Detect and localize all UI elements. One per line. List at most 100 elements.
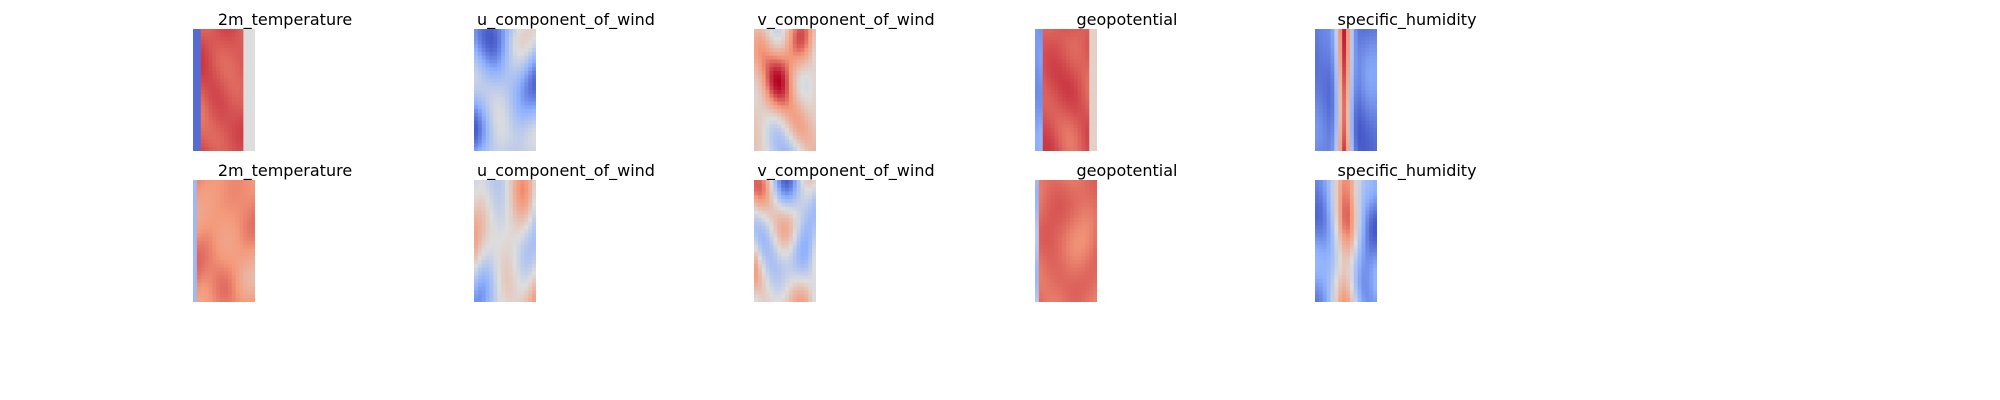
heatmap-cell [757,74,763,79]
heatmap-cell [251,40,255,45]
heatmap-cell [224,180,229,185]
heatmap-cell [474,105,479,110]
heatmap-cell [224,48,229,53]
heatmap-cell [1046,116,1051,121]
heatmap-cell [204,221,209,227]
heatmap-cell [781,267,786,272]
heatmap-cell [785,237,790,242]
heatmap-cell [532,51,536,57]
heatmap-cell [532,241,536,246]
heatmap-cell [757,229,763,234]
heatmap-cell [800,29,805,34]
heatmap-cell [204,139,209,144]
heatmap-cell [785,105,790,110]
heatmap-cell [216,282,221,288]
heatmap-cell [193,294,198,299]
heatmap-cell [1050,286,1055,291]
heatmap-cell [212,101,217,106]
heatmap-cell [481,191,487,196]
heatmap-cell [1346,244,1351,250]
heatmap-cell [481,97,487,102]
heatmap-cell [512,90,518,95]
heatmap-cell [512,135,518,140]
heatmap-cell [1334,233,1339,238]
heatmap-cell [1353,63,1359,68]
heatmap-cell [1058,135,1063,140]
heatmap-cell [220,101,225,106]
heatmap-cell [796,233,801,238]
heatmap-cell [474,131,479,137]
heatmap-cell [477,298,483,302]
heatmap-cell [243,101,248,106]
heatmap-cell [1334,135,1339,140]
heatmap-cell [200,40,206,45]
heatmap-cell [812,97,816,102]
heatmap-cell [243,298,248,302]
heatmap-cell [808,143,813,148]
heatmap-cell [1073,74,1079,79]
heatmap-cell [1066,97,1071,102]
heatmap-cell [212,282,217,288]
heatmap-cell [204,112,209,118]
heatmap-cell [754,101,759,106]
heatmap-cell [1035,233,1040,238]
heatmap-cell [1365,109,1370,114]
heatmap-cell [781,70,786,76]
heatmap-cell [1054,97,1059,102]
heatmap-cell [1342,237,1347,242]
heatmap-cell [516,101,521,106]
heatmap-cell [208,237,213,242]
heatmap-cell [757,199,763,204]
heatmap-cell [1066,202,1071,208]
heatmap-cell [200,195,206,200]
heatmap-cell [1062,206,1067,211]
heatmap-cell [497,29,502,34]
heatmap-cell [1315,147,1320,151]
heatmap-cell [477,44,483,49]
heatmap-cell [773,252,778,257]
heatmap-cell [785,199,790,204]
heatmap-cell [1315,82,1320,87]
heatmap-cell [1373,195,1377,200]
heatmap-cell [1050,86,1055,91]
heatmap-cell [1326,199,1331,204]
heatmap-cell [796,112,801,118]
heatmap-cell [1069,78,1075,83]
heatmap-cell [520,267,525,272]
heatmap-cell [220,195,225,200]
heatmap-cell [516,32,521,38]
heatmap-cell [1042,214,1048,219]
heatmap-cell [769,51,774,57]
heatmap-cell [769,241,774,246]
heatmap-cell [765,260,770,265]
heatmap-cell [788,101,794,106]
heatmap-cell [235,248,240,253]
heatmap-cell [1353,248,1359,253]
heatmap-cell [508,51,514,57]
heatmap-cell [1066,51,1071,57]
heatmap-cell [251,147,255,151]
heatmap-cell [501,195,506,200]
heatmap-cell [1338,59,1343,64]
heatmap-cell [216,244,221,250]
heatmap-cell [220,105,225,110]
heatmap-cell [808,294,813,299]
heatmap-cell [1357,191,1362,196]
heatmap-cell [1093,214,1097,219]
heatmap-cell [1334,244,1339,250]
heatmap-cell [1085,294,1090,299]
heatmap-cell [1361,51,1366,57]
heatmap-cell [757,202,763,208]
heatmap-cell [1346,248,1351,253]
heatmap-cell [528,67,533,72]
heatmap-cell [220,256,225,261]
heatmap-cell [251,86,255,91]
heatmap-cell [485,183,490,189]
heatmap-cell [220,279,225,284]
heatmap-cell [1089,244,1094,250]
heatmap-cell [1069,260,1075,265]
heatmap-cell [193,120,198,125]
heatmap-cell [520,59,525,64]
heatmap-cell [792,128,798,133]
heatmap-cell [1318,241,1324,246]
